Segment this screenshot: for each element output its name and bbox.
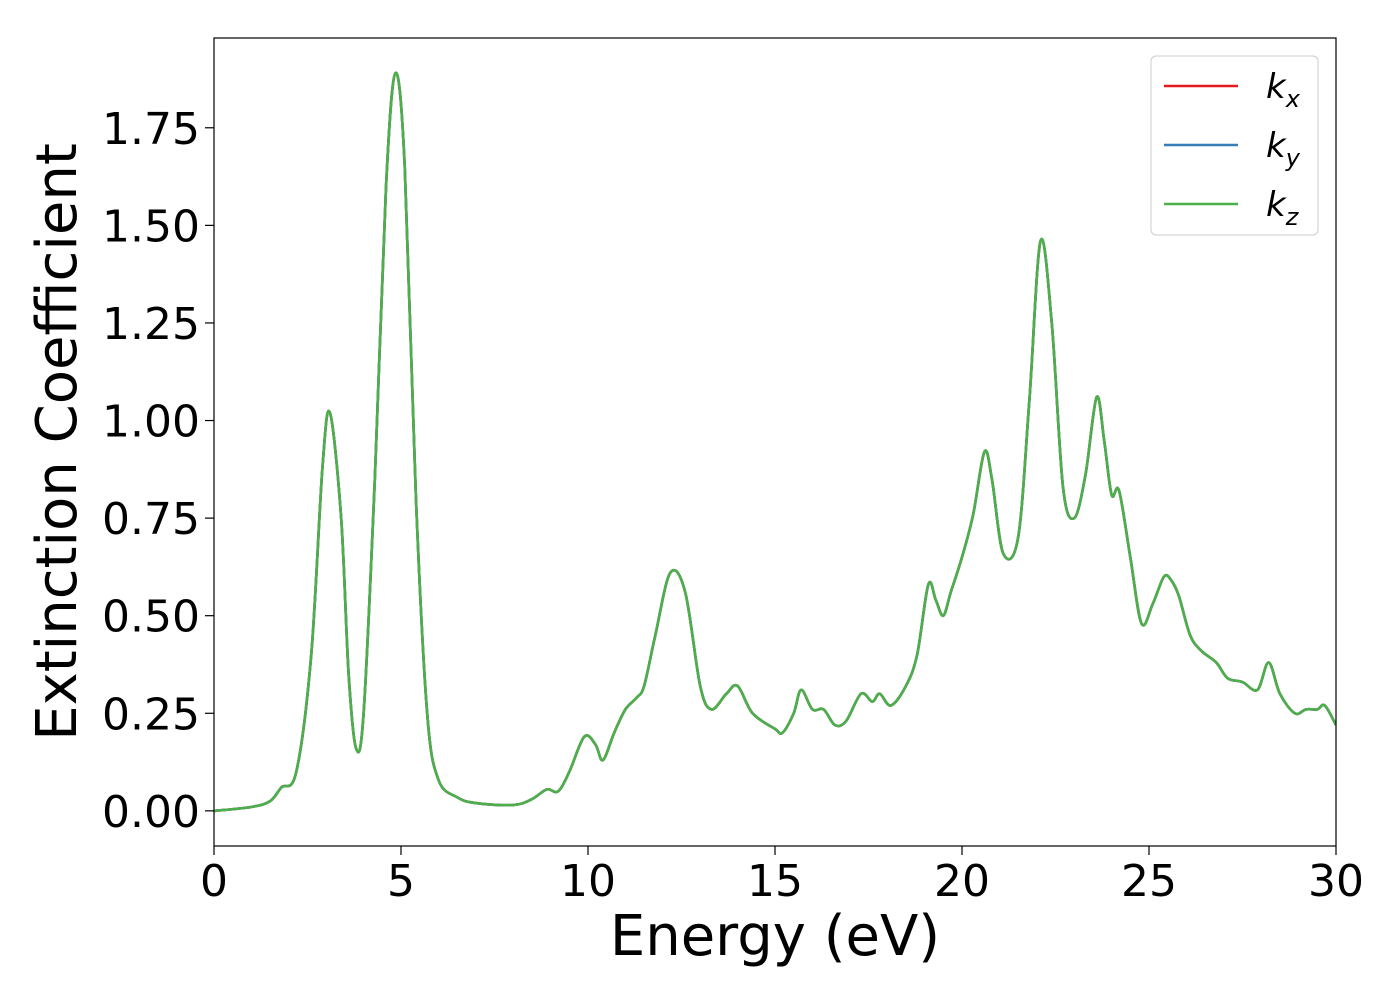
x-tick-label: 25	[1121, 856, 1177, 907]
y-tick-label: 1.75	[102, 104, 200, 155]
x-tick-label: 15	[747, 856, 803, 907]
series-line-kz	[214, 71, 1336, 813]
y-tick-label: 0.75	[102, 494, 200, 545]
x-tick-label: 10	[560, 856, 616, 907]
x-tick-label: 20	[934, 856, 990, 907]
y-tick-label: 0.50	[102, 592, 200, 643]
y-tick-label: 1.50	[102, 201, 200, 252]
series-layer	[214, 71, 1336, 813]
legend: kx ky kz	[1150, 55, 1319, 236]
y-axis-label: Extinction Coefficient	[25, 143, 90, 741]
x-tick-label: 5	[387, 856, 415, 907]
y-axis-ticks: 0.00 0.25 0.50 0.75 1.00 1.25 1.50 1.75	[102, 104, 214, 838]
x-axis-ticks: 0 5 10 15 20 25 30	[200, 846, 1364, 907]
y-tick-label: 1.00	[102, 397, 200, 448]
legend-label-kx: kx	[1266, 67, 1301, 113]
x-axis-label: Energy (eV)	[610, 904, 940, 969]
y-tick-label: 0.00	[102, 787, 200, 838]
legend-label-ky: ky	[1266, 126, 1301, 172]
x-tick-label: 0	[200, 856, 228, 907]
y-tick-label: 1.25	[102, 299, 200, 350]
y-tick-label: 0.25	[102, 689, 200, 740]
legend-label-kz: kz	[1266, 185, 1300, 231]
x-tick-label: 30	[1308, 856, 1364, 907]
plot-frame	[213, 37, 1337, 847]
